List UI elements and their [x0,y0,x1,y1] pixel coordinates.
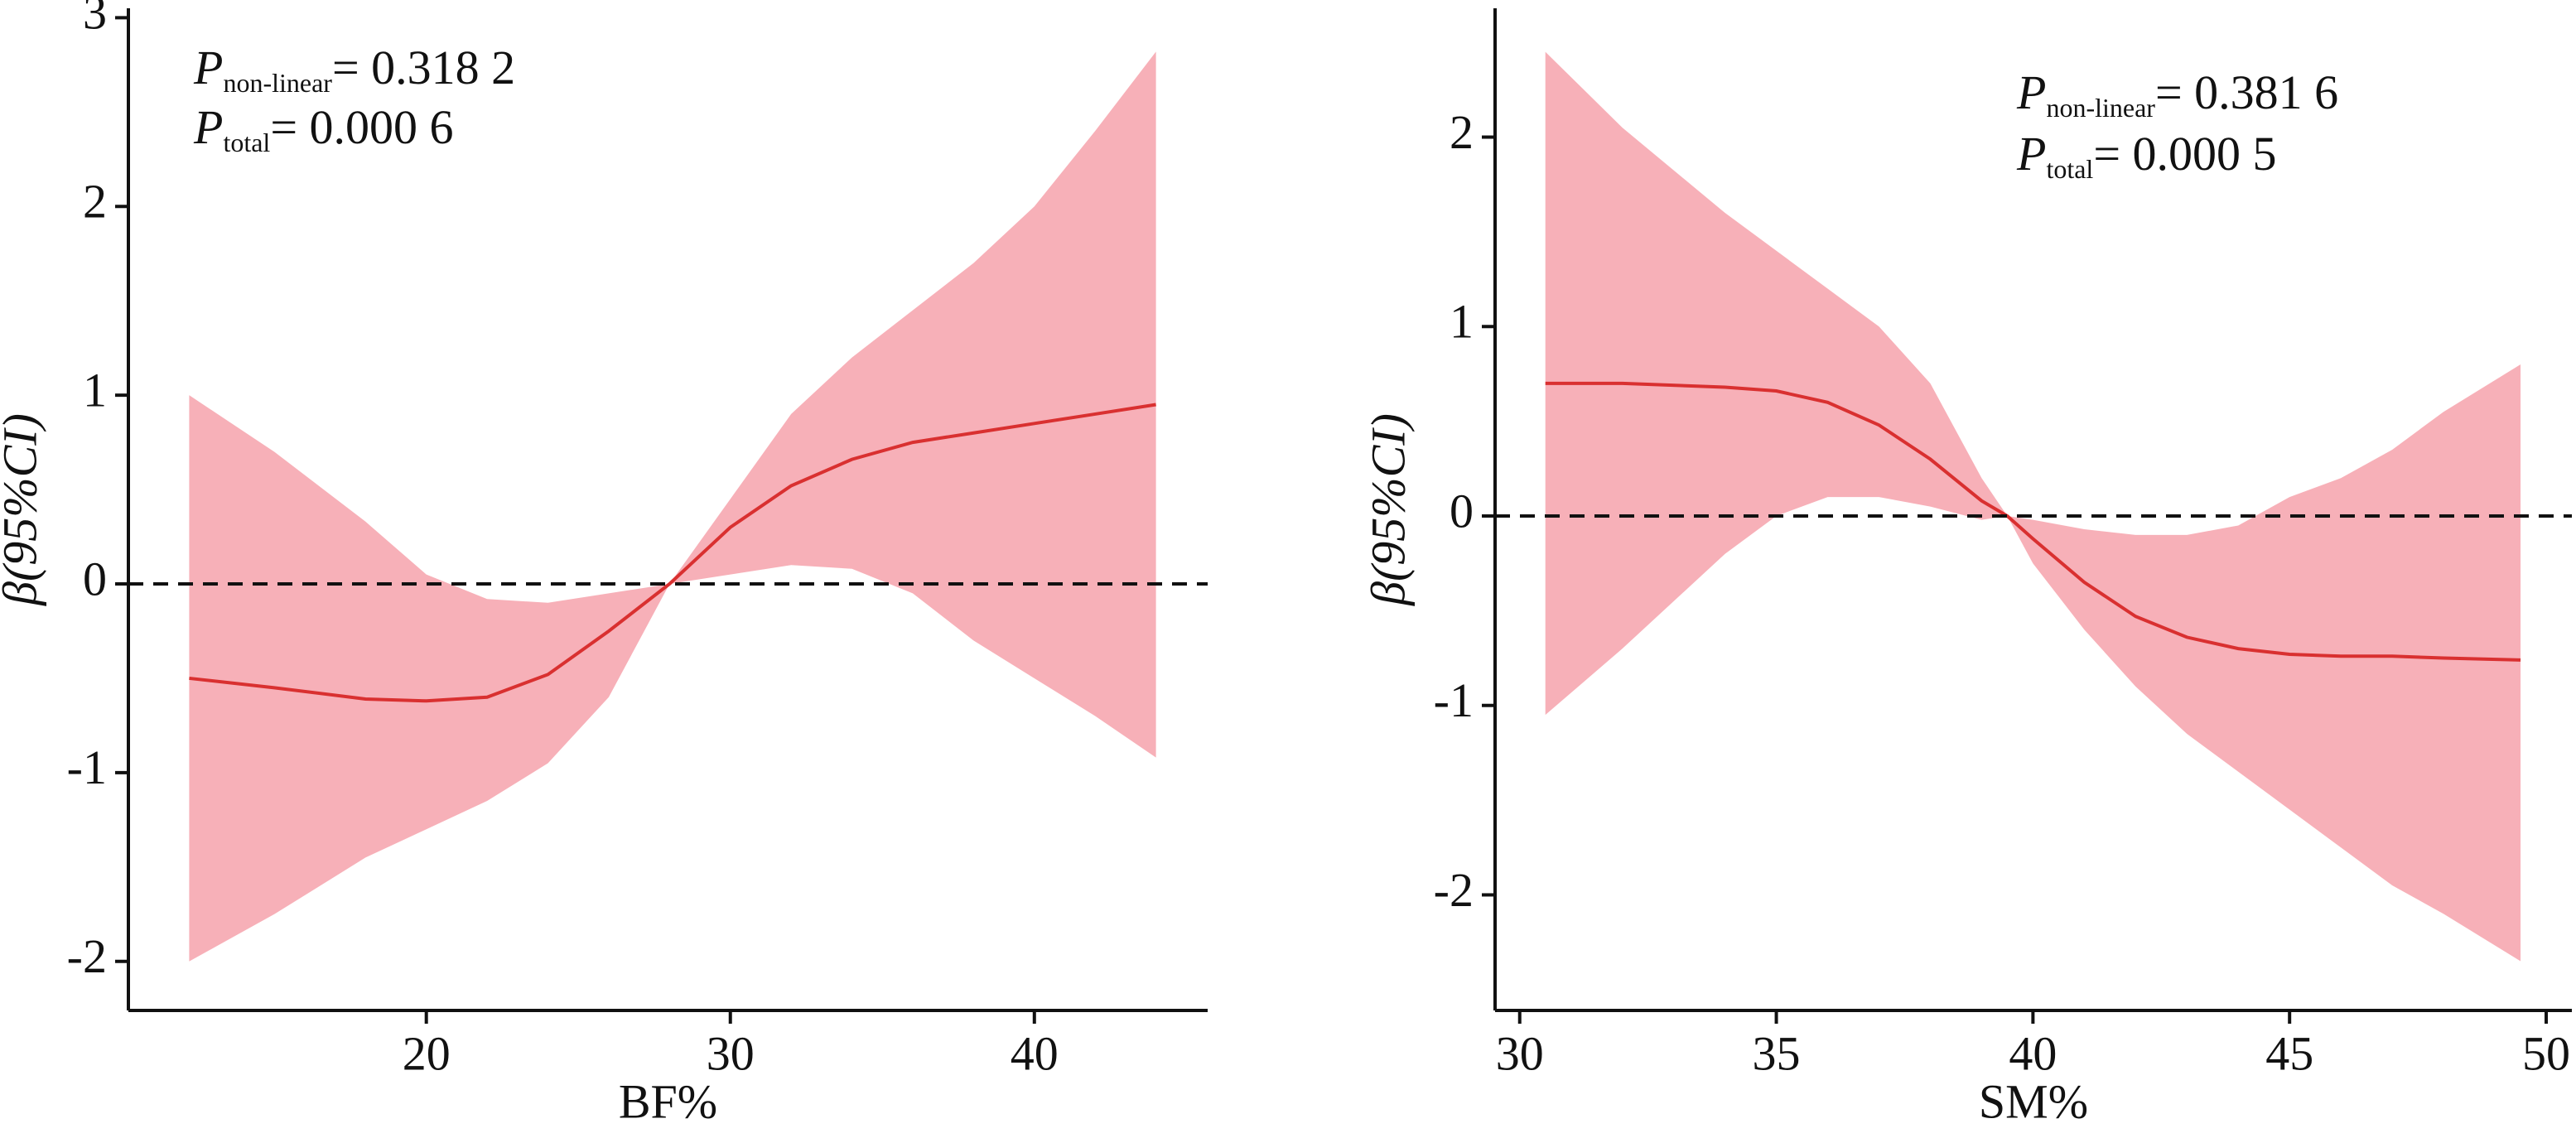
x-tick-label: 40 [1011,1026,1059,1080]
ci-band [189,51,1156,962]
x-axis-label: BF% [619,1074,717,1128]
annotation-symbol: P [193,41,223,94]
ci-band [1545,51,2521,962]
y-axis-label: β(95%CI) [1361,413,1415,606]
y-tick-label: 0 [83,552,107,605]
annotation-symbol: P [2016,65,2046,119]
annotation-subscript: non-linear [2046,93,2155,123]
annotation: Pnon-linear= 0.318 2 [193,41,515,98]
annotation-text: = 0.381 6 [2155,65,2338,119]
annotation-subscript: total [2046,154,2093,184]
annotation-symbol: P [2016,127,2046,181]
annotation-subscript: non-linear [223,68,332,98]
x-tick-label: 40 [2009,1026,2057,1080]
y-tick-label: 1 [83,363,107,417]
annotation-subscript: total [223,128,270,157]
y-axis-label: β(95%CI) [0,413,46,606]
y-tick-label: 2 [83,175,107,229]
annotation-text: = 0.318 2 [332,41,515,94]
annotation: Ptotal= 0.000 5 [2016,127,2277,184]
y-tick-label: 0 [1450,484,1474,538]
x-tick-label: 30 [1496,1026,1544,1080]
annotation: Pnon-linear= 0.381 6 [2016,65,2338,123]
y-tick-label: 3 [83,0,107,40]
y-tick-label: -1 [1434,673,1474,727]
x-tick-label: 30 [707,1026,755,1080]
y-tick-label: -1 [67,740,107,794]
annotation-symbol: P [193,100,223,154]
x-tick-label: 20 [403,1026,451,1080]
x-tick-label: 35 [1753,1026,1801,1080]
annotation: Ptotal= 0.000 6 [193,100,454,157]
x-tick-label: 50 [2522,1026,2570,1080]
y-tick-label: 1 [1450,295,1474,349]
annotation-text: = 0.000 5 [2093,127,2276,181]
annotation-text: = 0.000 6 [270,100,453,154]
x-tick-label: 45 [2265,1026,2313,1080]
y-tick-label: -2 [1434,863,1474,917]
fit-line [189,403,1156,703]
fit-line [1545,381,2521,662]
x-axis-label: SM% [1979,1074,2088,1128]
y-tick-label: 2 [1450,105,1474,159]
y-tick-label: -2 [67,929,107,983]
